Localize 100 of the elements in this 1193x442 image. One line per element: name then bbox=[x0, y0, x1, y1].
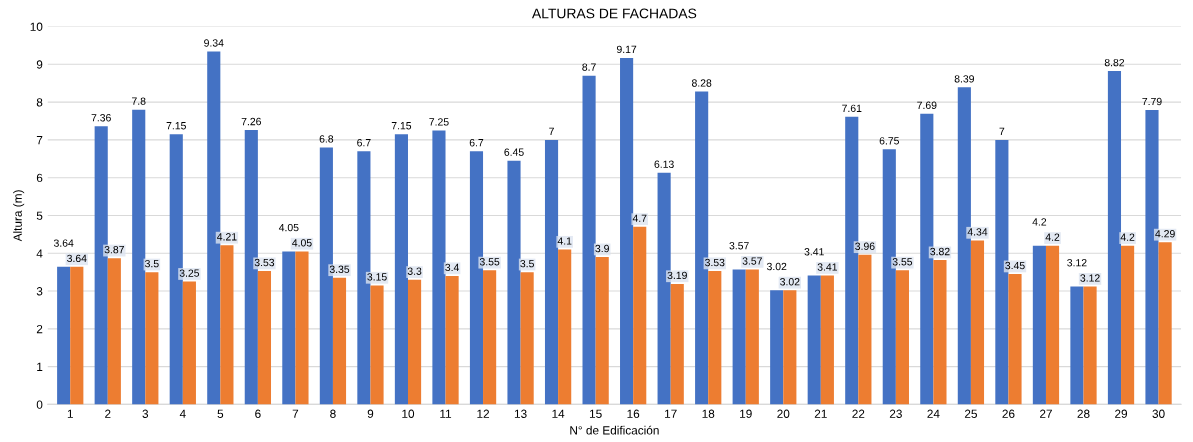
data-label: 4.29 bbox=[1155, 230, 1175, 238]
data-label: 3.12 bbox=[1080, 274, 1100, 282]
data-label: 3.57 bbox=[742, 257, 762, 265]
bar bbox=[708, 271, 722, 405]
data-label: 3.02 bbox=[780, 278, 800, 286]
bar bbox=[107, 258, 121, 405]
data-label: 8.28 bbox=[691, 79, 712, 87]
bar bbox=[820, 275, 834, 405]
x-tick-label: 2 bbox=[105, 409, 111, 418]
bar bbox=[1158, 242, 1172, 405]
x-tick-label: 27 bbox=[1040, 409, 1052, 418]
y-tick-label: 4 bbox=[36, 249, 43, 258]
bar bbox=[807, 275, 821, 405]
x-tick-label: 30 bbox=[1152, 409, 1165, 418]
bar bbox=[783, 290, 797, 405]
x-tick-label: 16 bbox=[627, 409, 640, 418]
data-label: 3.45 bbox=[1005, 261, 1025, 270]
bar bbox=[595, 257, 609, 405]
x-tick-label: 6 bbox=[255, 409, 261, 418]
data-label: 3.57 bbox=[729, 242, 749, 250]
data-label: 7.15 bbox=[391, 122, 412, 130]
data-label: 3.5 bbox=[145, 259, 159, 268]
bar bbox=[582, 75, 596, 405]
data-label: 3.25 bbox=[179, 269, 200, 277]
data-label: 3.55 bbox=[479, 258, 500, 266]
data-label: 3.9 bbox=[595, 244, 609, 253]
data-label: 3.3 bbox=[407, 267, 422, 275]
x-axis-title: N° de Edificación bbox=[570, 425, 659, 435]
bar bbox=[670, 283, 684, 405]
data-label: 4.05 bbox=[278, 223, 299, 232]
data-label: 9.34 bbox=[204, 39, 224, 47]
data-label: 6.13 bbox=[654, 160, 674, 168]
x-tick-label: 15 bbox=[589, 409, 602, 418]
x-tick-label: 14 bbox=[552, 409, 565, 418]
data-label: 4.2 bbox=[1032, 218, 1047, 226]
data-label: 8.82 bbox=[1104, 58, 1125, 67]
bar bbox=[445, 275, 459, 405]
data-label: 3.55 bbox=[892, 258, 913, 266]
bar bbox=[933, 260, 947, 405]
data-label: 3.12 bbox=[1067, 259, 1087, 267]
bar bbox=[57, 266, 71, 405]
data-label: 3.19 bbox=[667, 271, 687, 280]
x-tick-label: 29 bbox=[1115, 409, 1128, 418]
data-label: 4.21 bbox=[217, 233, 237, 241]
y-tick-label: 8 bbox=[36, 98, 43, 107]
x-tick-label: 9 bbox=[367, 409, 374, 418]
y-tick-label: 5 bbox=[36, 211, 43, 220]
bar bbox=[407, 279, 422, 405]
data-label: 7.15 bbox=[166, 122, 186, 130]
bar bbox=[145, 272, 159, 405]
bar bbox=[483, 270, 497, 405]
data-label: 3.96 bbox=[855, 242, 875, 250]
y-tick-label: 2 bbox=[36, 324, 43, 334]
bar bbox=[370, 285, 384, 405]
x-tick-label: 11 bbox=[440, 409, 452, 418]
data-label: 7 bbox=[549, 127, 554, 135]
data-label: 3.87 bbox=[104, 245, 124, 254]
data-label: 3.41 bbox=[817, 263, 837, 271]
bar bbox=[1070, 286, 1084, 405]
bar bbox=[620, 57, 634, 405]
bar bbox=[770, 290, 784, 405]
x-tick-label: 26 bbox=[1002, 409, 1015, 418]
data-label: 3.64 bbox=[53, 239, 74, 247]
data-label: 6.7 bbox=[357, 139, 371, 147]
y-tick-label: 6 bbox=[36, 173, 43, 183]
bar bbox=[257, 271, 272, 405]
bar bbox=[1032, 245, 1046, 405]
bar bbox=[970, 240, 985, 405]
bar bbox=[507, 160, 521, 405]
data-label: 3.41 bbox=[804, 248, 824, 256]
y-tick-label: 1 bbox=[37, 362, 43, 371]
y-tick-label: 7 bbox=[36, 136, 43, 145]
x-tick-label: 3 bbox=[142, 409, 149, 418]
data-label: 9.17 bbox=[616, 45, 637, 54]
data-label: 3.53 bbox=[705, 258, 725, 267]
data-label: 6.45 bbox=[504, 148, 524, 156]
x-tick-label: 19 bbox=[740, 409, 752, 418]
y-axis-title: Altura (m) bbox=[13, 190, 25, 242]
data-label: 4.2 bbox=[1045, 233, 1060, 241]
bar bbox=[1121, 245, 1135, 405]
data-label: 7.79 bbox=[1142, 97, 1162, 106]
x-tick-label: 18 bbox=[702, 409, 715, 418]
data-label: 7.8 bbox=[132, 97, 146, 105]
data-label: 8.39 bbox=[954, 75, 974, 83]
data-label: 4.1 bbox=[557, 237, 572, 245]
x-tick-label: 8 bbox=[330, 409, 336, 418]
x-tick-label: 23 bbox=[889, 409, 902, 418]
x-tick-label: 25 bbox=[964, 409, 977, 418]
x-tick-label: 13 bbox=[514, 409, 527, 418]
data-label: 3.82 bbox=[930, 247, 950, 256]
data-label: 3.64 bbox=[67, 254, 87, 263]
bar bbox=[732, 269, 746, 405]
bar bbox=[858, 254, 872, 405]
x-tick-label: 24 bbox=[927, 409, 940, 418]
bar bbox=[544, 139, 559, 405]
bar bbox=[132, 109, 146, 405]
data-label: 4.34 bbox=[967, 228, 988, 236]
x-tick-label: 17 bbox=[665, 409, 677, 418]
bar bbox=[432, 130, 446, 405]
data-label: 7 bbox=[999, 127, 1005, 135]
